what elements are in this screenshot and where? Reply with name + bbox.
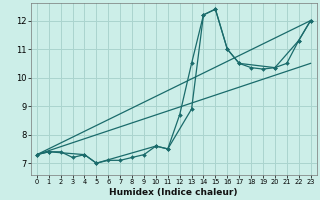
X-axis label: Humidex (Indice chaleur): Humidex (Indice chaleur) <box>109 188 238 197</box>
